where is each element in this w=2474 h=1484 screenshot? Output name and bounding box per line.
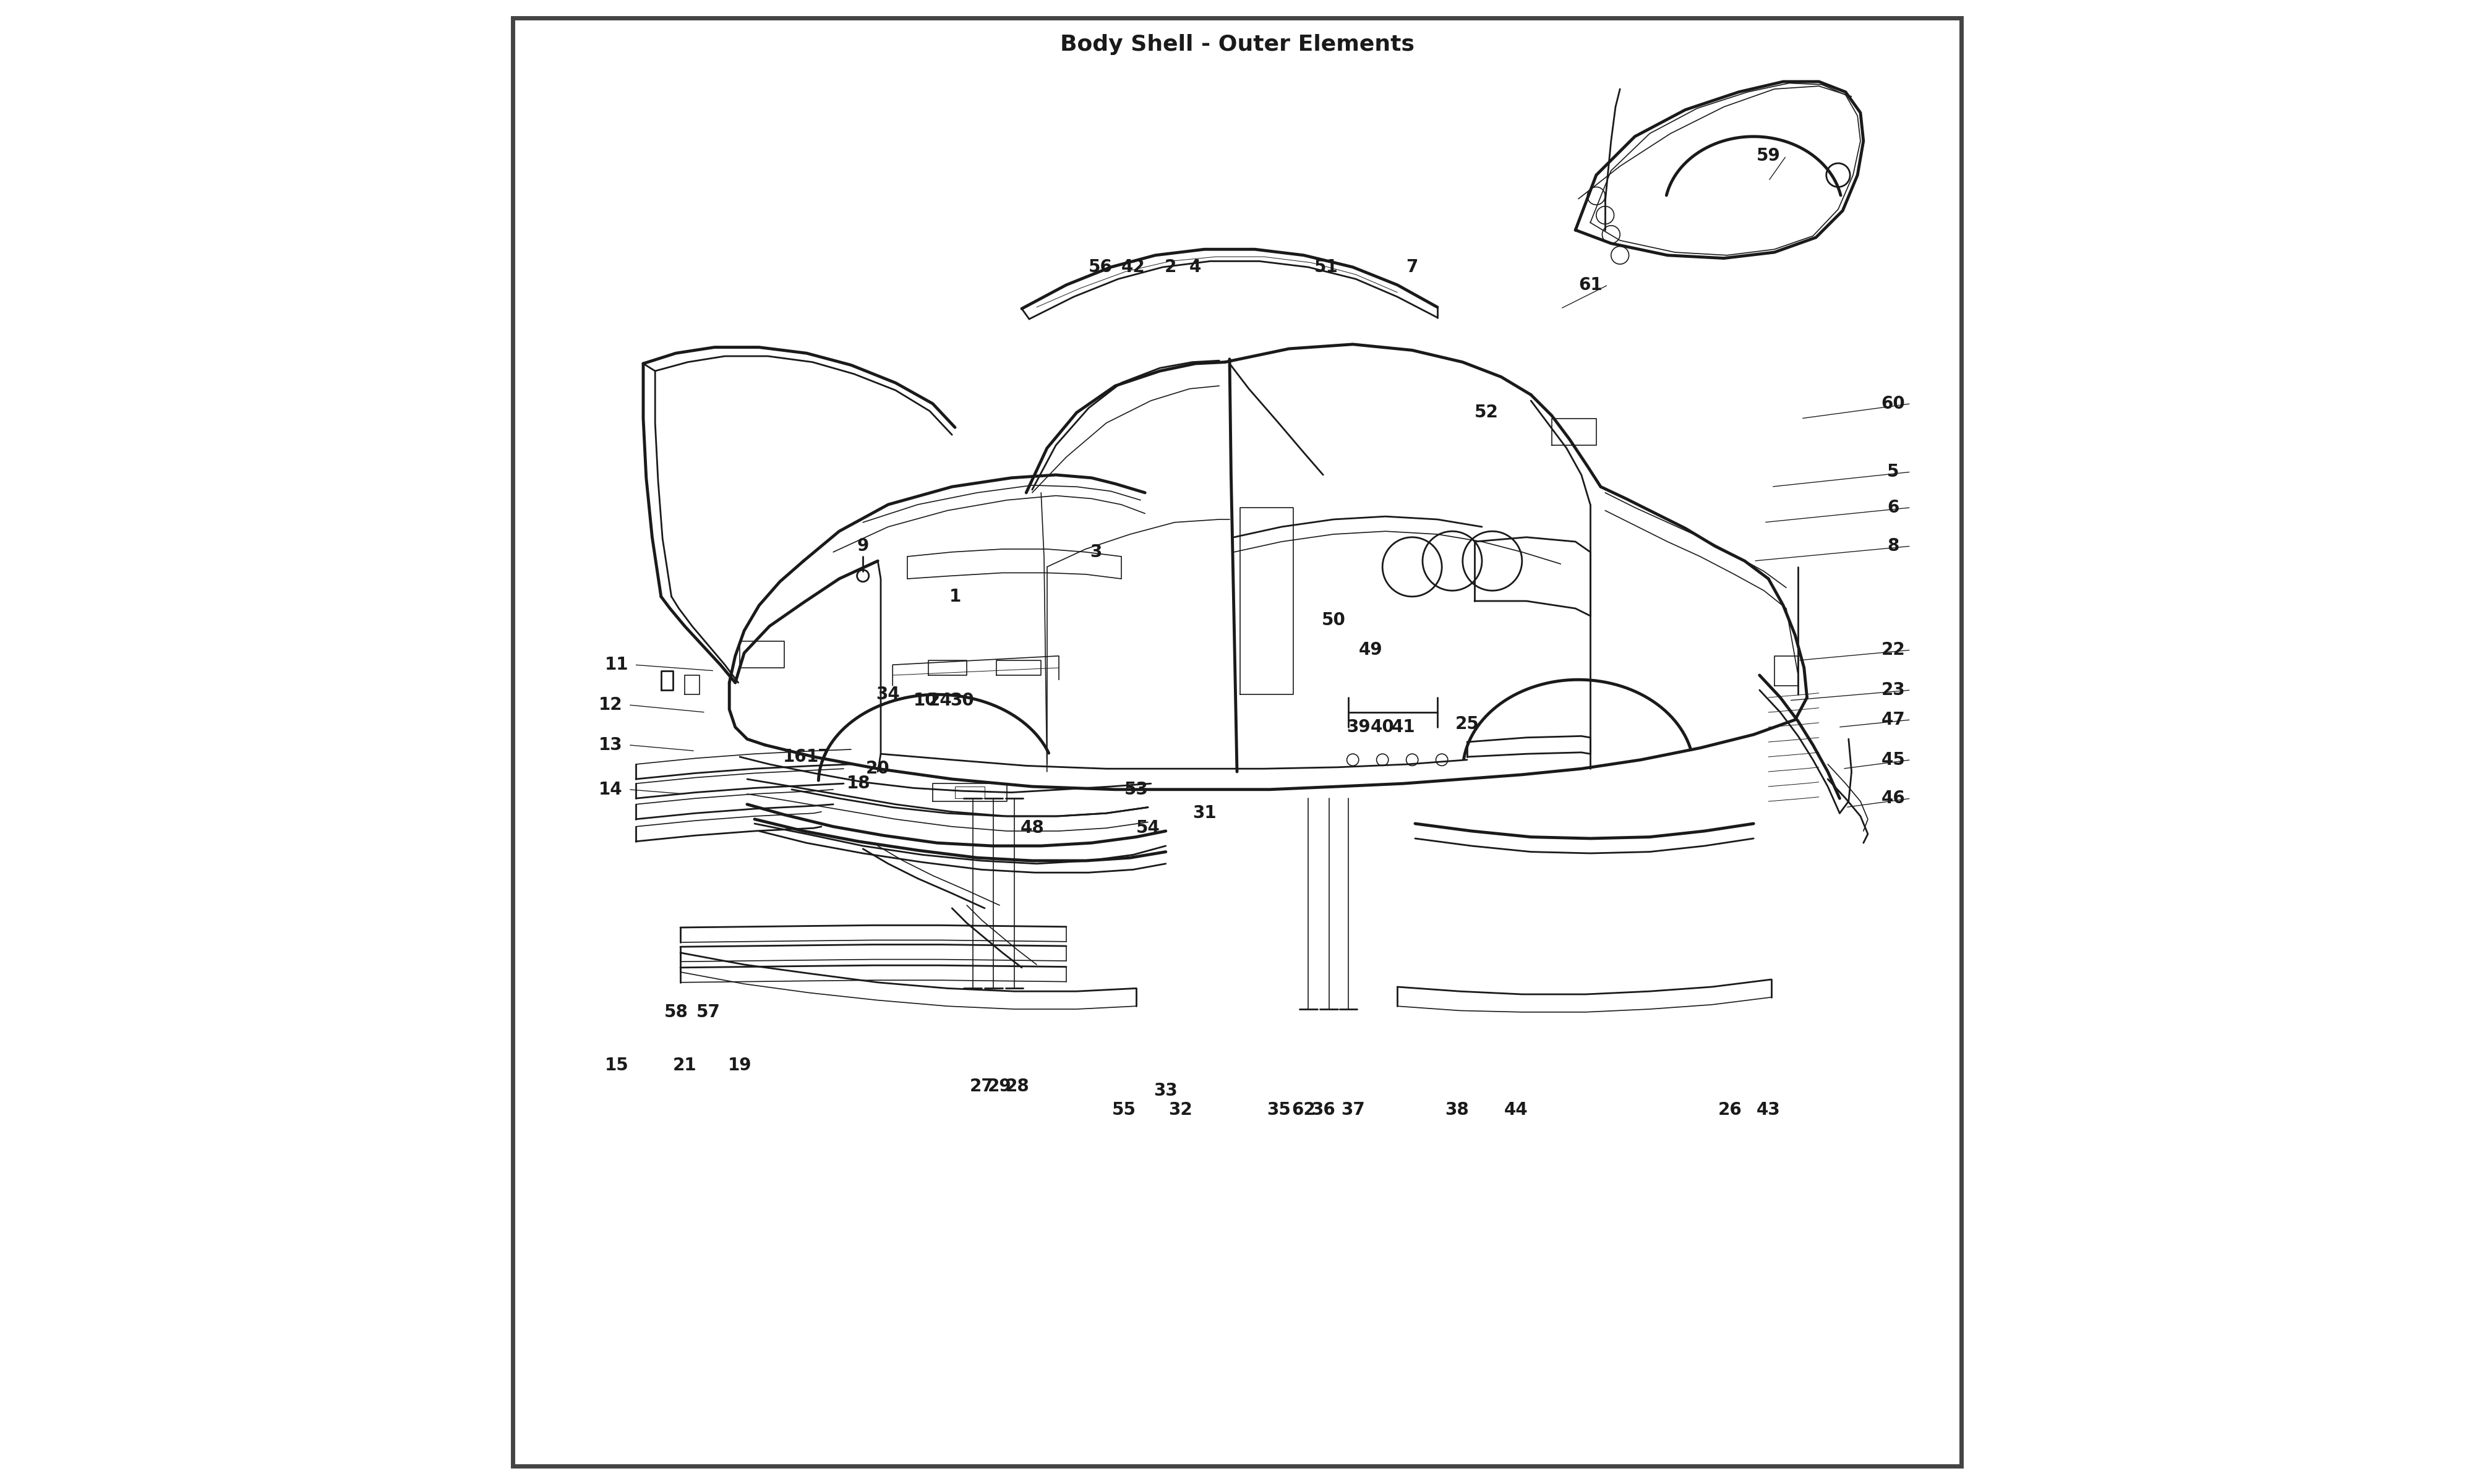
Text: 45: 45 [1880, 751, 1905, 769]
Text: 59: 59 [1757, 147, 1781, 165]
Text: 38: 38 [1445, 1101, 1470, 1119]
Text: 33: 33 [1153, 1082, 1178, 1100]
Text: 29: 29 [987, 1077, 1012, 1095]
Text: 7: 7 [1405, 258, 1418, 276]
Text: 28: 28 [1004, 1077, 1029, 1095]
Text: 21: 21 [673, 1057, 698, 1074]
Text: 56: 56 [1089, 258, 1113, 276]
Text: 18: 18 [846, 775, 871, 792]
Text: 57: 57 [698, 1003, 720, 1021]
Text: 34: 34 [876, 686, 901, 703]
Text: 31: 31 [1192, 804, 1217, 822]
Text: 32: 32 [1168, 1101, 1192, 1119]
Text: Body Shell - Outer Elements: Body Shell - Outer Elements [1059, 34, 1415, 55]
Text: 16: 16 [782, 748, 807, 766]
Text: 2: 2 [1165, 258, 1175, 276]
Text: 62: 62 [1291, 1101, 1316, 1119]
Text: 40: 40 [1371, 718, 1395, 736]
Text: 41: 41 [1390, 718, 1415, 736]
Text: 3: 3 [1091, 543, 1101, 561]
Text: 1: 1 [950, 588, 960, 605]
Text: 60: 60 [1880, 395, 1905, 413]
Text: 48: 48 [1019, 819, 1044, 837]
Text: 46: 46 [1880, 789, 1905, 807]
Text: 52: 52 [1475, 404, 1499, 421]
Text: 20: 20 [866, 760, 891, 778]
Text: 35: 35 [1267, 1101, 1291, 1119]
Text: 44: 44 [1504, 1101, 1529, 1119]
Text: 13: 13 [599, 736, 623, 754]
Text: 36: 36 [1311, 1101, 1336, 1119]
Text: 12: 12 [599, 696, 623, 714]
Text: 5: 5 [1888, 463, 1900, 481]
Text: 43: 43 [1757, 1101, 1781, 1119]
Text: 27: 27 [970, 1077, 995, 1095]
Text: 30: 30 [950, 692, 975, 709]
Text: 19: 19 [727, 1057, 752, 1074]
Text: 39: 39 [1346, 718, 1371, 736]
Text: 9: 9 [856, 537, 868, 555]
Text: 25: 25 [1455, 715, 1479, 733]
Text: 47: 47 [1880, 711, 1905, 729]
Text: 23: 23 [1880, 681, 1905, 699]
Text: 53: 53 [1123, 781, 1148, 798]
Text: 50: 50 [1321, 611, 1346, 629]
Text: 61: 61 [1578, 276, 1603, 294]
Text: 26: 26 [1717, 1101, 1742, 1119]
Text: 55: 55 [1113, 1101, 1136, 1119]
Text: 8: 8 [1888, 537, 1900, 555]
Text: 49: 49 [1358, 641, 1383, 659]
Text: 22: 22 [1880, 641, 1905, 659]
Text: 42: 42 [1121, 258, 1145, 276]
Text: 14: 14 [599, 781, 623, 798]
Text: 54: 54 [1136, 819, 1160, 837]
Text: 37: 37 [1341, 1101, 1366, 1119]
Text: 4: 4 [1190, 258, 1202, 276]
Text: 6: 6 [1888, 499, 1900, 516]
Text: 24: 24 [928, 692, 952, 709]
Text: 17: 17 [807, 748, 831, 766]
Text: 58: 58 [663, 1003, 688, 1021]
Text: 10: 10 [913, 692, 938, 709]
Text: 11: 11 [604, 656, 628, 674]
Text: 51: 51 [1314, 258, 1338, 276]
Text: 15: 15 [604, 1057, 628, 1074]
